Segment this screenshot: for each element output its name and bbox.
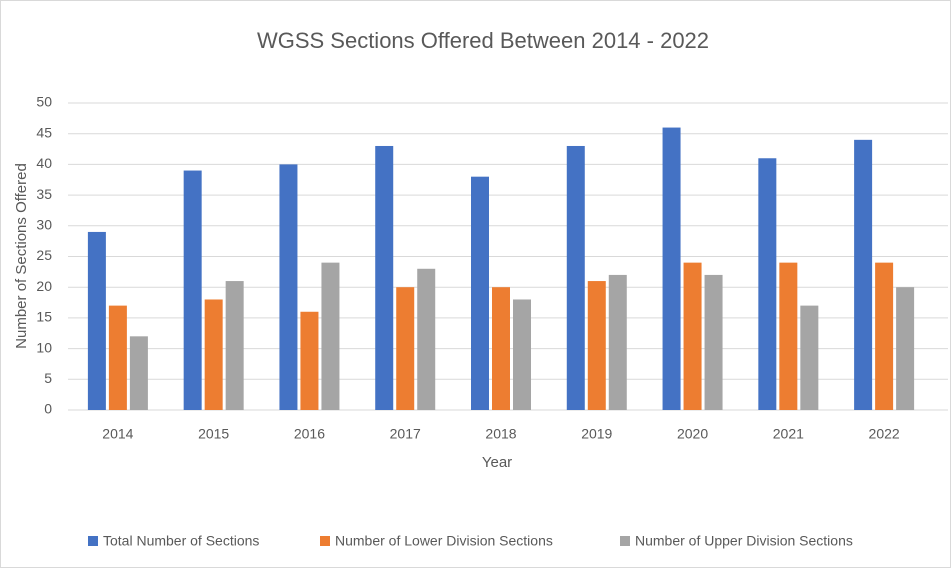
bar	[587, 281, 606, 410]
bar	[704, 274, 723, 410]
bar	[471, 176, 489, 410]
y-tick-label: 35	[36, 186, 52, 202]
x-tick-label: 2017	[390, 426, 421, 442]
y-tick-label: 45	[36, 124, 52, 140]
bar	[108, 305, 127, 410]
y-tick-label: 15	[36, 309, 52, 325]
bar	[662, 127, 681, 410]
legend-label: Number of Lower Division Sections	[335, 533, 553, 549]
bar	[758, 158, 777, 410]
bar	[608, 274, 627, 410]
y-tick-label: 40	[36, 155, 52, 171]
x-tick-label: 2014	[102, 426, 133, 442]
y-tick-label: 0	[44, 401, 52, 417]
x-tick-label: 2016	[294, 426, 325, 442]
bar	[183, 170, 202, 410]
bar	[204, 299, 223, 410]
y-tick-label: 25	[36, 247, 52, 263]
bar	[225, 281, 244, 410]
x-tick-label: 2015	[198, 426, 229, 442]
legend-label: Number of Upper Division Sections	[635, 533, 853, 549]
chart-title: WGSS Sections Offered Between 2014 - 202…	[257, 28, 709, 53]
bar	[300, 311, 319, 410]
bar	[896, 287, 915, 410]
y-axis-label: Number of Sections Offered	[13, 163, 30, 349]
y-tick-label: 5	[44, 370, 52, 386]
bar	[321, 262, 340, 410]
x-tick-label: 2019	[581, 426, 612, 442]
legend-swatch	[620, 536, 630, 546]
bar	[854, 139, 873, 410]
bar	[129, 336, 148, 410]
bar	[566, 145, 585, 411]
y-tick-label: 30	[36, 217, 52, 233]
legend-swatch	[88, 536, 98, 546]
bar	[396, 287, 415, 410]
bar	[683, 262, 702, 410]
x-tick-label: 2018	[485, 426, 516, 442]
bar	[417, 268, 436, 410]
bar	[279, 164, 298, 410]
x-axis-label: Year	[482, 454, 512, 471]
bar	[375, 145, 394, 411]
x-tick-label: 2021	[773, 426, 804, 442]
bar	[779, 262, 798, 410]
bar	[492, 287, 510, 410]
bar	[513, 299, 531, 410]
legend-swatch	[320, 536, 330, 546]
y-tick-label: 50	[36, 94, 52, 110]
y-tick-label: 10	[36, 339, 52, 355]
x-tick-label: 2020	[677, 426, 708, 442]
bar	[800, 305, 819, 410]
legend-label: Total Number of Sections	[103, 533, 259, 549]
bar	[875, 262, 894, 410]
y-tick-label: 20	[36, 278, 52, 294]
x-tick-label: 2022	[869, 426, 900, 442]
bar	[87, 231, 106, 410]
